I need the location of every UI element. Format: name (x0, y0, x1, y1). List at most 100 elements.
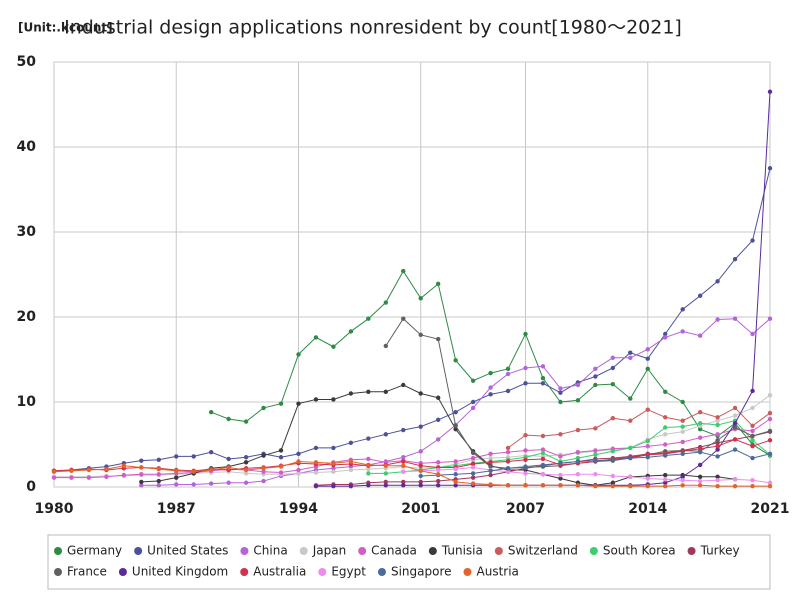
data-point (523, 471, 528, 476)
data-point (767, 438, 773, 443)
y-tick-label: 0 (26, 479, 36, 495)
data-point (715, 474, 720, 479)
data-point (226, 416, 231, 422)
x-tick-label: 1994 (279, 501, 318, 517)
data-point (139, 483, 144, 488)
data-point (540, 364, 546, 369)
data-point (680, 478, 685, 483)
legend-label: France (67, 565, 107, 579)
data-point (680, 483, 685, 488)
legend-label: Switzerland (508, 544, 578, 558)
data-point (680, 451, 685, 457)
data-point (663, 472, 668, 478)
data-point (697, 421, 703, 426)
data-point (331, 461, 336, 466)
data-point (348, 459, 354, 464)
data-point (453, 466, 458, 472)
data-point (628, 455, 633, 461)
data-point (593, 374, 598, 379)
y-tick-label: 10 (17, 394, 37, 410)
data-point (523, 381, 528, 386)
data-point (610, 415, 616, 421)
data-point (366, 316, 371, 321)
data-point (663, 477, 668, 482)
legend-marker (589, 547, 598, 555)
data-point (121, 472, 127, 478)
data-point (540, 450, 546, 456)
data-point (226, 456, 231, 462)
data-point (680, 418, 685, 423)
legend-label: Austria (477, 565, 519, 579)
data-point (366, 436, 371, 441)
series-line (403, 466, 771, 484)
data-point (331, 483, 336, 489)
data-point (505, 469, 511, 474)
data-point (610, 381, 616, 387)
x-tick-label: 1987 (157, 501, 196, 517)
data-point (732, 421, 738, 426)
data-point (418, 479, 423, 485)
legend-label: Turkey (700, 544, 740, 558)
data-point (191, 469, 196, 474)
data-point (296, 467, 301, 473)
data-point (401, 316, 406, 321)
data-point (313, 335, 319, 340)
data-point (470, 399, 476, 405)
data-point (645, 347, 650, 352)
data-point (261, 478, 266, 484)
data-point (767, 410, 773, 416)
data-point (156, 483, 161, 488)
data-point (383, 300, 389, 305)
data-point (69, 468, 74, 474)
data-point (645, 366, 650, 372)
chart-title: Industrial design applications nonreside… (64, 17, 682, 39)
data-point (156, 457, 161, 462)
data-point (331, 445, 336, 451)
legend-marker (54, 568, 62, 576)
data-point (593, 426, 598, 431)
data-point (470, 461, 476, 467)
data-point (680, 474, 685, 479)
data-point (663, 335, 668, 340)
legend-marker (240, 568, 249, 576)
data-point (488, 455, 493, 461)
data-point (348, 483, 354, 489)
data-point (104, 474, 109, 479)
data-point (697, 446, 703, 451)
data-point (401, 469, 406, 474)
data-point (697, 293, 703, 298)
data-point (488, 482, 493, 487)
data-point (732, 437, 738, 442)
data-point (732, 316, 738, 321)
data-point (697, 478, 703, 484)
data-point (331, 466, 336, 471)
data-point (208, 481, 214, 486)
series-line (54, 394, 771, 478)
data-point (540, 376, 546, 381)
legend-label: United Kingdom (132, 565, 228, 579)
legend-marker (134, 547, 143, 555)
data-point (470, 471, 476, 476)
data-point (435, 478, 441, 484)
x-tick-label: 1980 (35, 501, 74, 517)
data-point (296, 451, 301, 457)
data-point (628, 445, 633, 451)
data-point (558, 454, 563, 459)
data-point (750, 483, 755, 489)
data-point (366, 456, 371, 462)
data-point (470, 378, 476, 383)
x-tick-label: 2021 (751, 501, 790, 517)
data-point (697, 333, 703, 338)
data-point (663, 442, 668, 447)
data-point (505, 371, 511, 377)
data-point (593, 483, 598, 489)
legend-label: China (253, 544, 287, 558)
legend-marker (463, 568, 472, 576)
data-point (435, 281, 441, 287)
data-point (575, 449, 581, 455)
data-point (401, 455, 406, 460)
data-point (488, 451, 493, 457)
data-point (645, 438, 650, 444)
data-point (470, 465, 476, 470)
y-tick-label: 20 (17, 309, 37, 325)
